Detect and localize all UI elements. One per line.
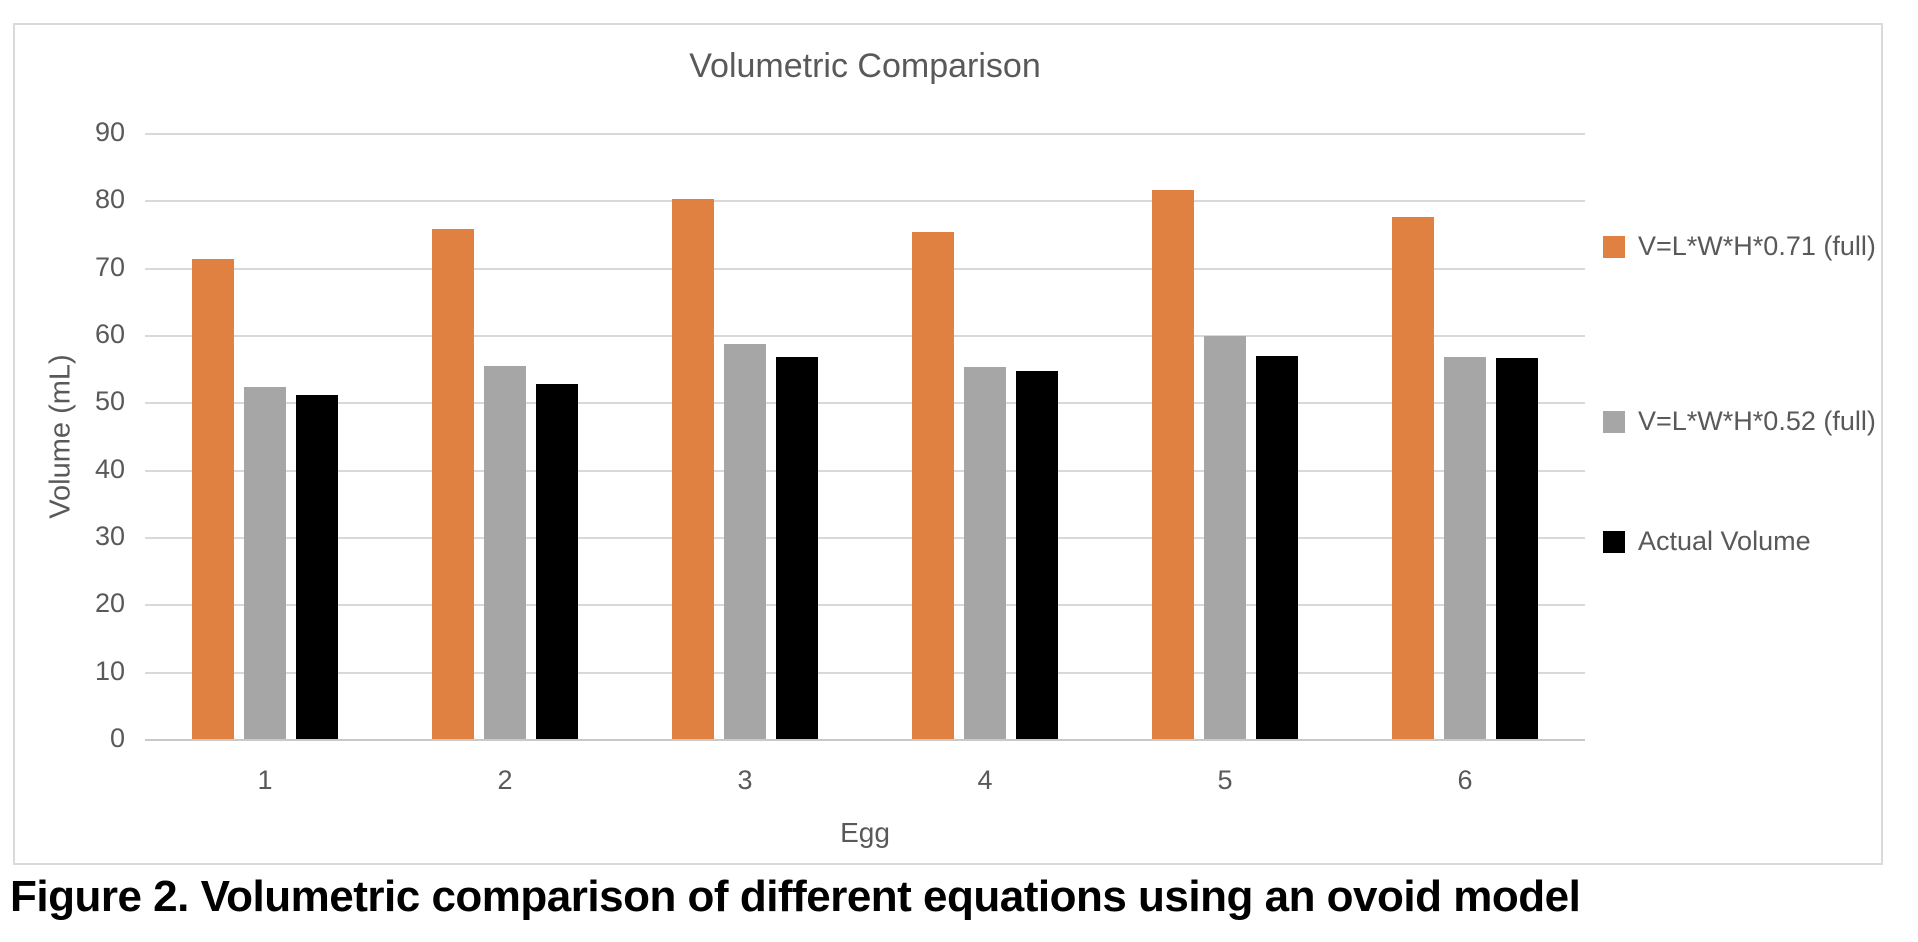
y-axis-title-text: Volume (mL) (44, 353, 77, 519)
y-tick-label: 40 (94, 453, 125, 484)
bar (1152, 189, 1194, 739)
gridline (145, 604, 1585, 607)
bar (244, 386, 286, 739)
bar (432, 229, 474, 739)
bar (536, 384, 578, 739)
bar-group (1105, 133, 1345, 739)
bar (1444, 356, 1486, 739)
figure-caption: Figure 2. Volumetric comparison of diffe… (10, 872, 1581, 921)
bar (1016, 371, 1058, 739)
bar-group (145, 133, 385, 739)
legend-entry: V=L*W*H*0.52 (full) (1603, 406, 1876, 437)
bar-group (625, 133, 865, 739)
chart-title: Volumetric Comparison (689, 47, 1041, 85)
y-tick-label: 90 (94, 117, 125, 147)
bar (1496, 357, 1538, 739)
x-axis-tick-labels: 1 2 3 4 5 6 (145, 765, 1585, 796)
bar (912, 231, 954, 739)
gridline (145, 469, 1585, 472)
gridline (145, 335, 1585, 337)
gridline (145, 200, 1585, 203)
legend-entry: V=L*W*H*0.71 (full) (1603, 231, 1876, 262)
bar (192, 258, 234, 739)
bar (724, 343, 766, 739)
y-tick-label: 0 (109, 723, 125, 753)
y-tick-label: 70 (94, 251, 125, 282)
legend-swatch-icon (1603, 235, 1625, 258)
x-tick-label: 6 (1457, 765, 1473, 795)
bar (1204, 336, 1246, 739)
y-tick-label: 60 (94, 319, 125, 349)
legend-swatch-icon (1603, 530, 1625, 553)
bar-group (385, 133, 625, 739)
legend-label: Actual Volume (1638, 526, 1811, 556)
bar (484, 365, 526, 739)
bar (964, 367, 1006, 739)
y-tick-label: 20 (94, 588, 125, 619)
bar (1256, 355, 1298, 739)
x-axis-line (145, 739, 1585, 741)
bar (296, 394, 338, 739)
y-tick-label: 30 (94, 521, 125, 551)
y-tick-label: 50 (94, 386, 125, 417)
x-tick-label: 5 (1217, 765, 1233, 795)
y-tick-label: 80 (94, 184, 125, 215)
legend-entry: Actual Volume (1603, 526, 1811, 557)
x-tick-label: 2 (497, 765, 513, 795)
y-axis-title: Volume (mL) (33, 133, 89, 739)
legend-label: V=L*W*H*0.52 (full) (1638, 406, 1876, 436)
bar (672, 199, 714, 739)
legend-label: V=L*W*H*0.71 (full) (1638, 231, 1876, 261)
gridline (145, 402, 1585, 405)
x-axis-title: Egg (840, 817, 890, 848)
bar-group (865, 133, 1105, 739)
y-tick-label: 10 (94, 655, 125, 686)
bar-group (1345, 133, 1585, 739)
gridline (145, 267, 1585, 270)
legend-swatch-icon (1603, 410, 1625, 433)
x-tick-label: 1 (257, 765, 273, 795)
bar (776, 356, 818, 739)
gridline (145, 671, 1585, 674)
plot-area (145, 133, 1585, 739)
x-tick-label: 4 (977, 765, 993, 795)
gridline (145, 133, 1585, 135)
x-tick-label: 3 (737, 765, 753, 795)
bar (1392, 217, 1434, 739)
chart: Volumetric Comparison Volume (mL) 90 80 70… (13, 23, 1883, 865)
gridline (145, 537, 1585, 539)
